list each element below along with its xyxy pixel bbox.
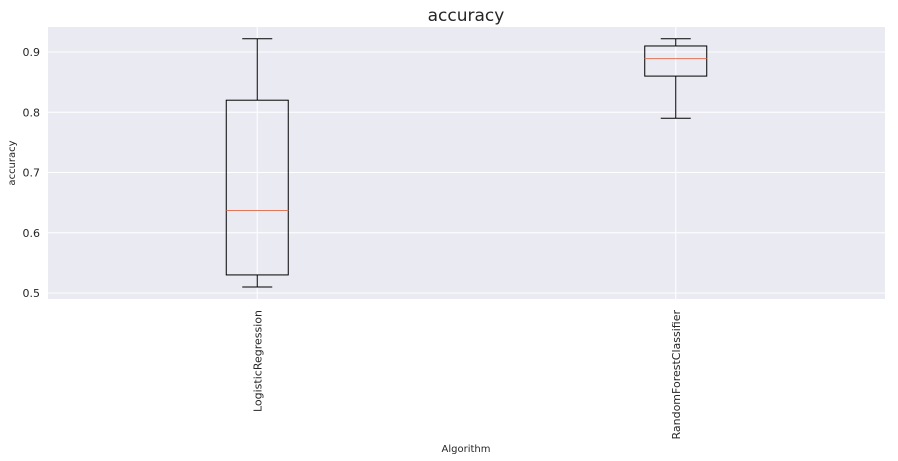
boxes bbox=[225, 38, 708, 288]
x-ticks: LogisticRegression RandomForestClassifier bbox=[251, 310, 683, 440]
y-tick-label: 0.8 bbox=[23, 106, 41, 119]
x-tick-label: LogisticRegression bbox=[251, 310, 264, 412]
y-tick-label: 0.6 bbox=[23, 227, 41, 240]
box-RandomForestClassifier bbox=[644, 38, 708, 119]
y-tick-label: 0.9 bbox=[23, 46, 41, 59]
y-tick-label: 0.5 bbox=[23, 287, 41, 300]
x-tick-label: RandomForestClassifier bbox=[670, 310, 683, 440]
x-axis-label: Algorithm bbox=[442, 444, 491, 455]
y-tick-label: 0.7 bbox=[23, 167, 41, 180]
chart-title: accuracy bbox=[428, 6, 505, 26]
plot-area bbox=[48, 27, 885, 299]
box-rect bbox=[225, 99, 289, 276]
box-rect bbox=[644, 45, 708, 77]
y-axis-label: accuracy bbox=[7, 140, 18, 185]
y-ticks: 0.5 0.6 0.7 0.8 0.9 bbox=[23, 46, 41, 300]
box-LogisticRegression bbox=[225, 38, 289, 288]
